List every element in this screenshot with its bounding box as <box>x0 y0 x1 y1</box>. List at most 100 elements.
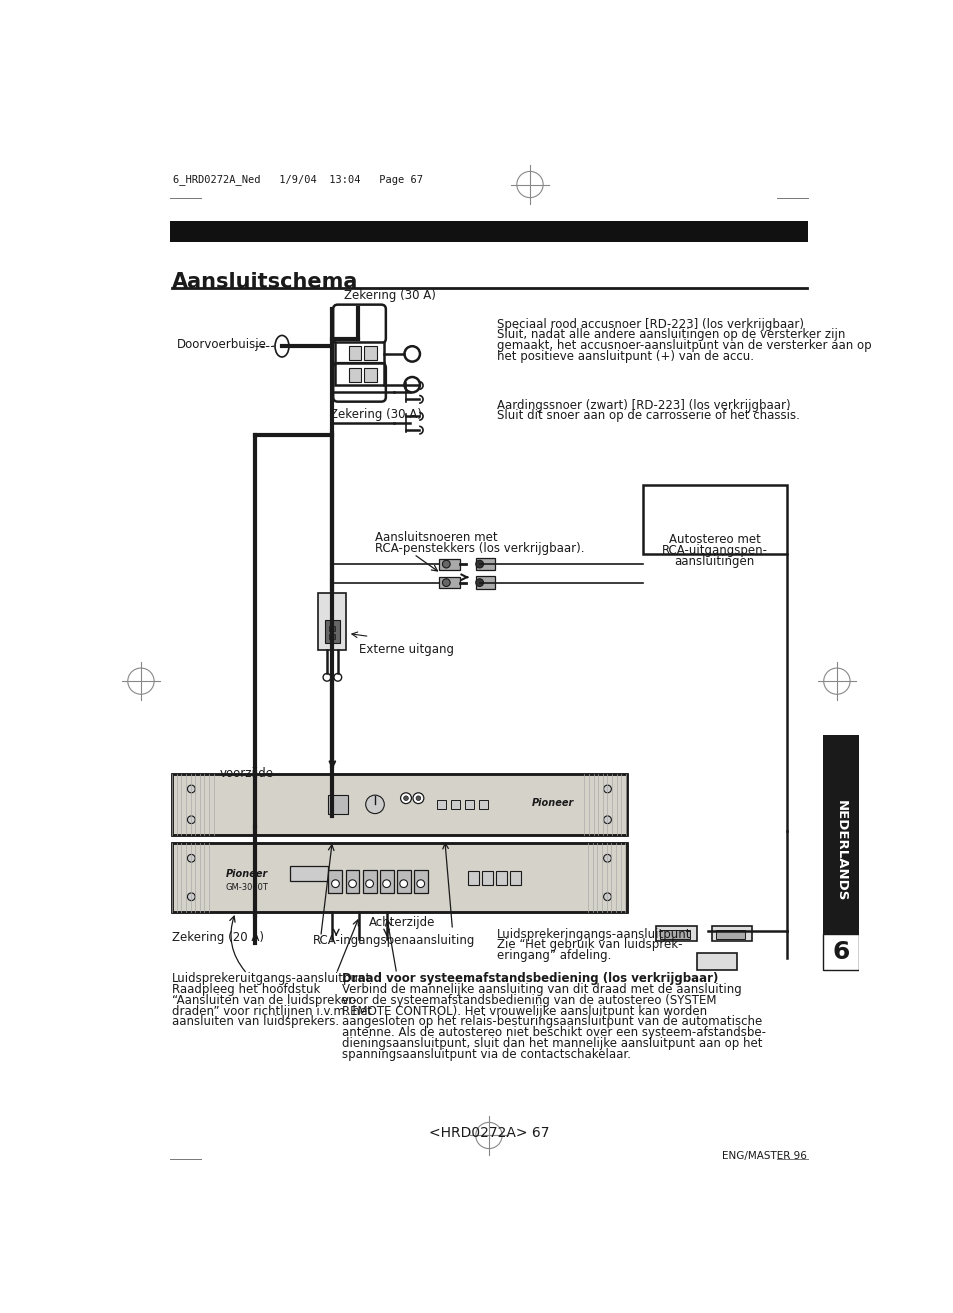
Text: Aansluitsnoeren met: Aansluitsnoeren met <box>375 530 497 544</box>
Circle shape <box>416 796 420 801</box>
Bar <box>170 221 807 243</box>
Circle shape <box>187 893 195 901</box>
Bar <box>318 592 346 650</box>
Text: Luidsprekeruitgangs-aansluitpunt: Luidsprekeruitgangs-aansluitpunt <box>172 972 371 985</box>
Text: voorzijde: voorzijde <box>220 767 274 780</box>
Circle shape <box>413 793 423 804</box>
Text: Aansluitschema: Aansluitschema <box>172 272 358 291</box>
Bar <box>335 364 384 385</box>
Text: Pioneer: Pioneer <box>226 869 268 878</box>
Text: Externe uitgang: Externe uitgang <box>359 642 454 655</box>
Bar <box>822 735 858 966</box>
Text: aansluiten van luidsprekers.: aansluiten van luidsprekers. <box>172 1015 338 1028</box>
Text: GM-3000T: GM-3000T <box>226 884 269 892</box>
Circle shape <box>442 561 450 569</box>
Bar <box>335 341 384 364</box>
Circle shape <box>442 579 450 587</box>
Bar <box>328 869 342 893</box>
Text: Raadpleeg het hoofdstuk: Raadpleeg het hoofdstuk <box>172 983 320 997</box>
Circle shape <box>416 880 424 888</box>
Circle shape <box>603 815 611 823</box>
Bar <box>290 867 328 881</box>
Bar <box>324 620 340 642</box>
Bar <box>362 869 376 893</box>
Circle shape <box>334 674 341 681</box>
Bar <box>172 773 626 835</box>
Text: spanningsaansluitpunt via de contactschakelaar.: spanningsaansluitpunt via de contactscha… <box>342 1048 631 1061</box>
Text: Luidsprekeringangs-aansluitpunt: Luidsprekeringangs-aansluitpunt <box>497 927 691 940</box>
Text: <HRD0272A> 67: <HRD0272A> 67 <box>428 1127 549 1140</box>
Bar <box>451 800 459 809</box>
Circle shape <box>365 796 384 814</box>
Text: RCA-ingangspenaansluiting: RCA-ingangspenaansluiting <box>313 934 475 947</box>
Text: draden” voor richtlijnen i.v.m. het: draden” voor richtlijnen i.v.m. het <box>172 1004 372 1018</box>
Text: aangesloten op het relais-besturingsaansluitpunt van de automatische: aangesloten op het relais-besturingsaans… <box>342 1015 761 1028</box>
Bar <box>696 953 736 970</box>
Bar <box>478 800 488 809</box>
Text: Zekering (30 A): Zekering (30 A) <box>344 289 436 302</box>
Text: Verbind de mannelijke aansluiting van dit draad met de aansluiting: Verbind de mannelijke aansluiting van di… <box>342 983 741 997</box>
FancyBboxPatch shape <box>333 305 385 343</box>
Text: voor de systeemafstandsbediening van de autostereo (SYSTEM: voor de systeemafstandsbediening van de … <box>342 994 717 1007</box>
Bar <box>396 869 410 893</box>
Bar <box>822 935 858 970</box>
Bar <box>329 626 335 632</box>
Text: Sluit, nadat alle andere aansluitingen op de versterker zijn: Sluit, nadat alle andere aansluitingen o… <box>497 328 844 341</box>
Circle shape <box>323 674 331 681</box>
Bar <box>364 347 376 360</box>
Bar <box>172 843 626 913</box>
Text: RCA-penstekkers (los verkrijgbaar).: RCA-penstekkers (los verkrijgbaar). <box>375 542 584 555</box>
Circle shape <box>187 785 195 793</box>
Bar <box>379 869 394 893</box>
Bar <box>716 930 744 939</box>
Bar <box>329 634 335 639</box>
Bar <box>642 484 785 554</box>
Text: 6_HRD0272A_Ned   1/9/04  13:04   Page 67: 6_HRD0272A_Ned 1/9/04 13:04 Page 67 <box>173 175 423 185</box>
Circle shape <box>365 880 373 888</box>
Bar <box>438 559 459 570</box>
Text: Achterzijde: Achterzijde <box>369 916 435 930</box>
Text: het positieve aansluitpunt (+) van de accu.: het positieve aansluitpunt (+) van de ac… <box>497 351 753 364</box>
Text: Sluit dit snoer aan op de carrosserie of het chassis.: Sluit dit snoer aan op de carrosserie of… <box>497 410 799 423</box>
Text: ENG/MASTER 96: ENG/MASTER 96 <box>721 1152 806 1161</box>
Bar <box>172 773 626 835</box>
Text: Zekering (20 A): Zekering (20 A) <box>172 931 264 944</box>
Bar <box>348 368 360 382</box>
Circle shape <box>348 880 356 888</box>
Text: Aardingssnoer (zwart) [RD-223] (los verkrijgbaar): Aardingssnoer (zwart) [RD-223] (los verk… <box>497 399 789 411</box>
Circle shape <box>187 815 195 823</box>
Text: “Aansluiten van de luidspreker-: “Aansluiten van de luidspreker- <box>172 994 356 1007</box>
Circle shape <box>476 561 483 569</box>
Text: aansluitingen: aansluitingen <box>674 555 754 569</box>
Bar <box>481 872 493 885</box>
FancyBboxPatch shape <box>333 364 385 402</box>
Bar <box>468 872 478 885</box>
Bar <box>476 558 495 570</box>
Bar <box>711 926 752 941</box>
Text: dieningsaansluitpunt, sluit dan het mannelijke aansluitpunt aan op het: dieningsaansluitpunt, sluit dan het mann… <box>342 1037 762 1050</box>
Bar <box>348 347 360 360</box>
Circle shape <box>382 880 390 888</box>
Text: NEDERLANDS: NEDERLANDS <box>834 800 846 901</box>
Bar <box>438 578 459 588</box>
Text: antenne. Als de autostereo niet beschikt over een systeem-afstandsbe-: antenne. Als de autostereo niet beschikt… <box>342 1027 765 1039</box>
Text: Speciaal rood accusnoer [RD-223] (los verkrijgbaar): Speciaal rood accusnoer [RD-223] (los ve… <box>497 318 802 331</box>
Circle shape <box>399 880 407 888</box>
Circle shape <box>476 579 483 587</box>
Bar <box>364 368 376 382</box>
Bar <box>659 930 689 939</box>
Text: Pioneer: Pioneer <box>532 798 574 807</box>
Text: Zekering (30 A): Zekering (30 A) <box>330 408 421 420</box>
Circle shape <box>400 793 411 804</box>
Circle shape <box>403 796 408 801</box>
Text: Draad voor systeemafstandsbediening (los verkrijgbaar): Draad voor systeemafstandsbediening (los… <box>342 972 718 985</box>
Text: eringang” afdeling.: eringang” afdeling. <box>497 949 611 962</box>
Bar <box>328 796 348 814</box>
Text: Doorvoerbuisje: Doorvoerbuisje <box>177 339 267 351</box>
Circle shape <box>332 880 339 888</box>
Text: REMOTE CONTROL). Het vrouwelijke aansluitpunt kan worden: REMOTE CONTROL). Het vrouwelijke aanslui… <box>342 1004 707 1018</box>
Bar <box>464 800 474 809</box>
Bar <box>656 926 696 941</box>
Bar <box>509 872 520 885</box>
Ellipse shape <box>274 335 289 357</box>
